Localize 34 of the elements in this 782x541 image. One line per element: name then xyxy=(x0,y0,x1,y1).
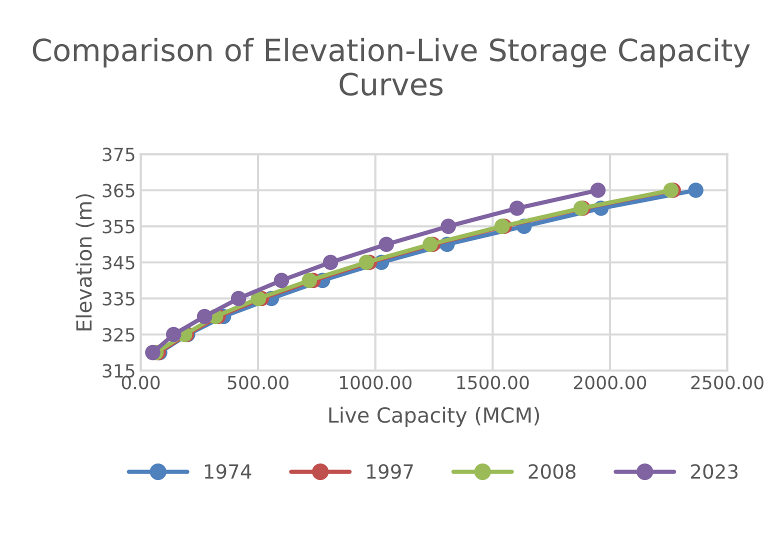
legend-label: 1974 xyxy=(204,464,252,479)
point xyxy=(378,236,394,252)
x-tick-label: 0.00 xyxy=(122,376,160,390)
y-tick-label: 315 xyxy=(102,364,134,378)
y-tick-label: 355 xyxy=(102,220,134,234)
y-tick-label: 345 xyxy=(102,256,134,270)
y-tick-label: 365 xyxy=(102,184,134,198)
x-tick-label: 1000.00 xyxy=(340,376,412,390)
legend-label: 1997 xyxy=(367,464,413,479)
point xyxy=(590,182,606,198)
point xyxy=(250,290,266,306)
chart-title: Comparison of Elevation-Live Storage Capacity Curves xyxy=(32,38,750,96)
point xyxy=(196,308,212,324)
point xyxy=(274,272,290,288)
point xyxy=(358,254,374,270)
legend-label: 2008 xyxy=(528,464,576,479)
x-tick-label: 2000.00 xyxy=(574,376,646,390)
point xyxy=(166,326,182,342)
point xyxy=(322,254,338,270)
y-tick-label: 325 xyxy=(102,328,134,342)
point xyxy=(688,182,704,198)
y-axis-title: Elevation (m) xyxy=(76,194,94,330)
point xyxy=(440,218,456,234)
point xyxy=(302,272,318,288)
x-tick-label: 500.00 xyxy=(228,376,288,390)
point xyxy=(145,344,160,360)
x-axis-title: Live Capacity (MCM) xyxy=(329,406,540,427)
legend-label: 2023 xyxy=(691,464,738,479)
y-tick-label: 335 xyxy=(102,292,134,306)
point xyxy=(230,290,246,306)
y-tick-label: 375 xyxy=(102,148,134,162)
point xyxy=(509,200,525,216)
x-tick-label: 1500.00 xyxy=(457,376,529,390)
x-tick-label: 2500.00 xyxy=(691,376,764,390)
